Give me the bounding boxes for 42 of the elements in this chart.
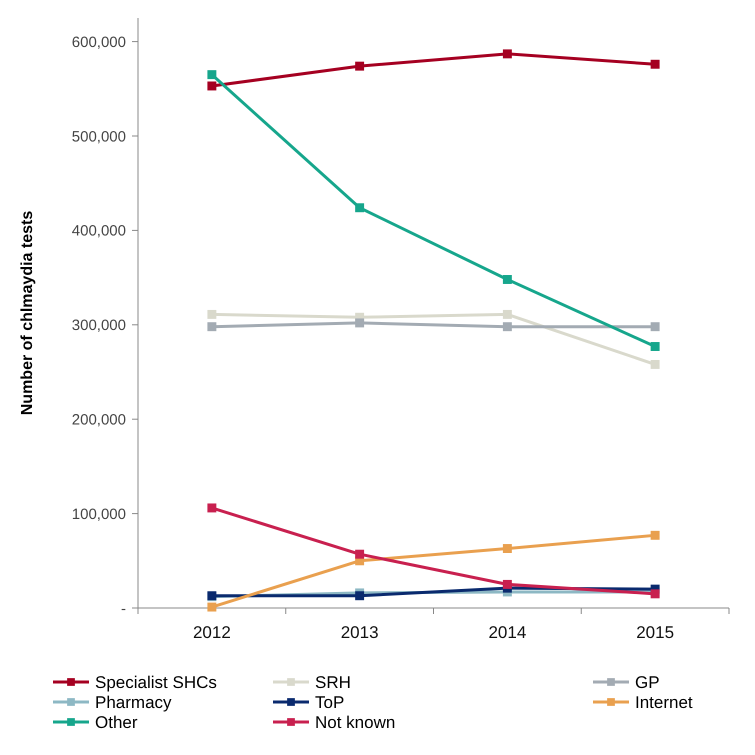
point: [650, 342, 660, 351]
point: [207, 70, 216, 80]
point: [355, 62, 364, 71]
point: [502, 322, 512, 332]
point: [207, 602, 216, 612]
y-tick-label: -: [121, 600, 126, 618]
y-tick-label: 300,000: [72, 317, 126, 334]
y-tick-label: 200,000: [72, 411, 126, 428]
x-tick-label: 2012: [192, 623, 231, 642]
x-tick-label: 2015: [636, 623, 674, 642]
point: [355, 318, 364, 328]
x-tick-label: 2013: [340, 623, 379, 642]
legend-label: Other: [95, 712, 138, 732]
point: [207, 310, 216, 319]
y-tick-label: 100,000: [72, 506, 126, 523]
point: [650, 360, 660, 369]
point: [355, 203, 364, 212]
point: [650, 60, 660, 69]
y-tick-label: 400,000: [72, 222, 126, 240]
point: [207, 322, 216, 332]
x-tick-label: 2014: [488, 623, 526, 642]
point: [502, 49, 512, 58]
legend-label: GP: [635, 672, 660, 692]
legend-label: Specialist SHCs: [95, 672, 217, 692]
y-tick-label: 500,000: [72, 128, 126, 146]
point: [207, 81, 216, 90]
point: [502, 275, 512, 284]
legend-label: Not known: [315, 712, 396, 732]
point: [502, 580, 512, 589]
legend-label: Internet: [635, 692, 693, 712]
point: [502, 544, 512, 553]
point: [355, 550, 364, 559]
legend-label: Pharmacy: [95, 692, 172, 712]
point: [207, 503, 216, 512]
point: [355, 591, 364, 600]
y-axis-title: Number of chlmaydia tests: [19, 210, 36, 416]
legend-label: ToP: [315, 692, 344, 712]
point: [502, 310, 512, 319]
point: [650, 322, 660, 332]
point: [650, 530, 660, 540]
y-tick-label: 600,000: [72, 34, 126, 51]
legend-label: SRH: [315, 672, 351, 692]
